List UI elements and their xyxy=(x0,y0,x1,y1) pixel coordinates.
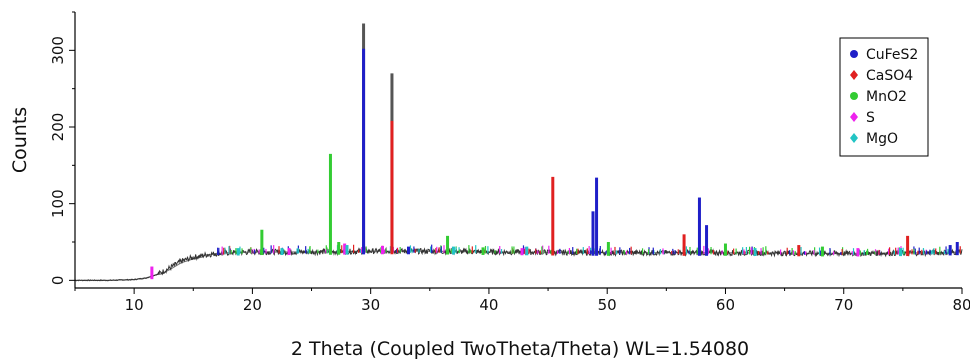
y-tick-label: 300 xyxy=(49,36,67,65)
x-tick-label: 40 xyxy=(479,296,498,314)
plot-area xyxy=(75,23,963,282)
measured-pattern xyxy=(75,246,963,282)
legend-marker-s xyxy=(850,112,858,122)
x-tick-label: 10 xyxy=(125,296,144,314)
legend-label-mno2: MnO2 xyxy=(866,89,907,105)
x-tick-label: 50 xyxy=(598,296,617,314)
axes: 10 20 30 40 50 60 70 80 0 100 200 300 xyxy=(49,11,970,314)
x-tick-label: 30 xyxy=(361,296,380,314)
legend-marker-cufes2 xyxy=(850,50,858,58)
x-tick-label: 80 xyxy=(952,296,970,314)
x-tick-label: 70 xyxy=(834,296,853,314)
x-tick-label: 60 xyxy=(716,296,735,314)
legend-label-cufes2: CuFeS2 xyxy=(866,47,918,63)
legend-label-s: S xyxy=(866,110,875,126)
legend-label-mgo: MgO xyxy=(866,131,898,147)
y-tick-label: 100 xyxy=(49,189,67,218)
legend: CuFeS2 CaSO4 MnO2 S MgO xyxy=(839,37,929,157)
y-tick-label: 200 xyxy=(49,113,67,142)
x-tick-label: 20 xyxy=(243,296,262,314)
legend-marker-caso4 xyxy=(850,70,858,80)
y-tick-label: 0 xyxy=(49,276,67,286)
legend-marker-mgo xyxy=(850,133,858,143)
x-axis-title: 2 Theta (Coupled TwoTheta/Theta) WL=1.54… xyxy=(291,338,749,360)
y-axis-title: Counts xyxy=(9,107,31,173)
legend-marker-mno2 xyxy=(850,92,858,100)
legend-label-caso4: CaSO4 xyxy=(866,68,913,84)
